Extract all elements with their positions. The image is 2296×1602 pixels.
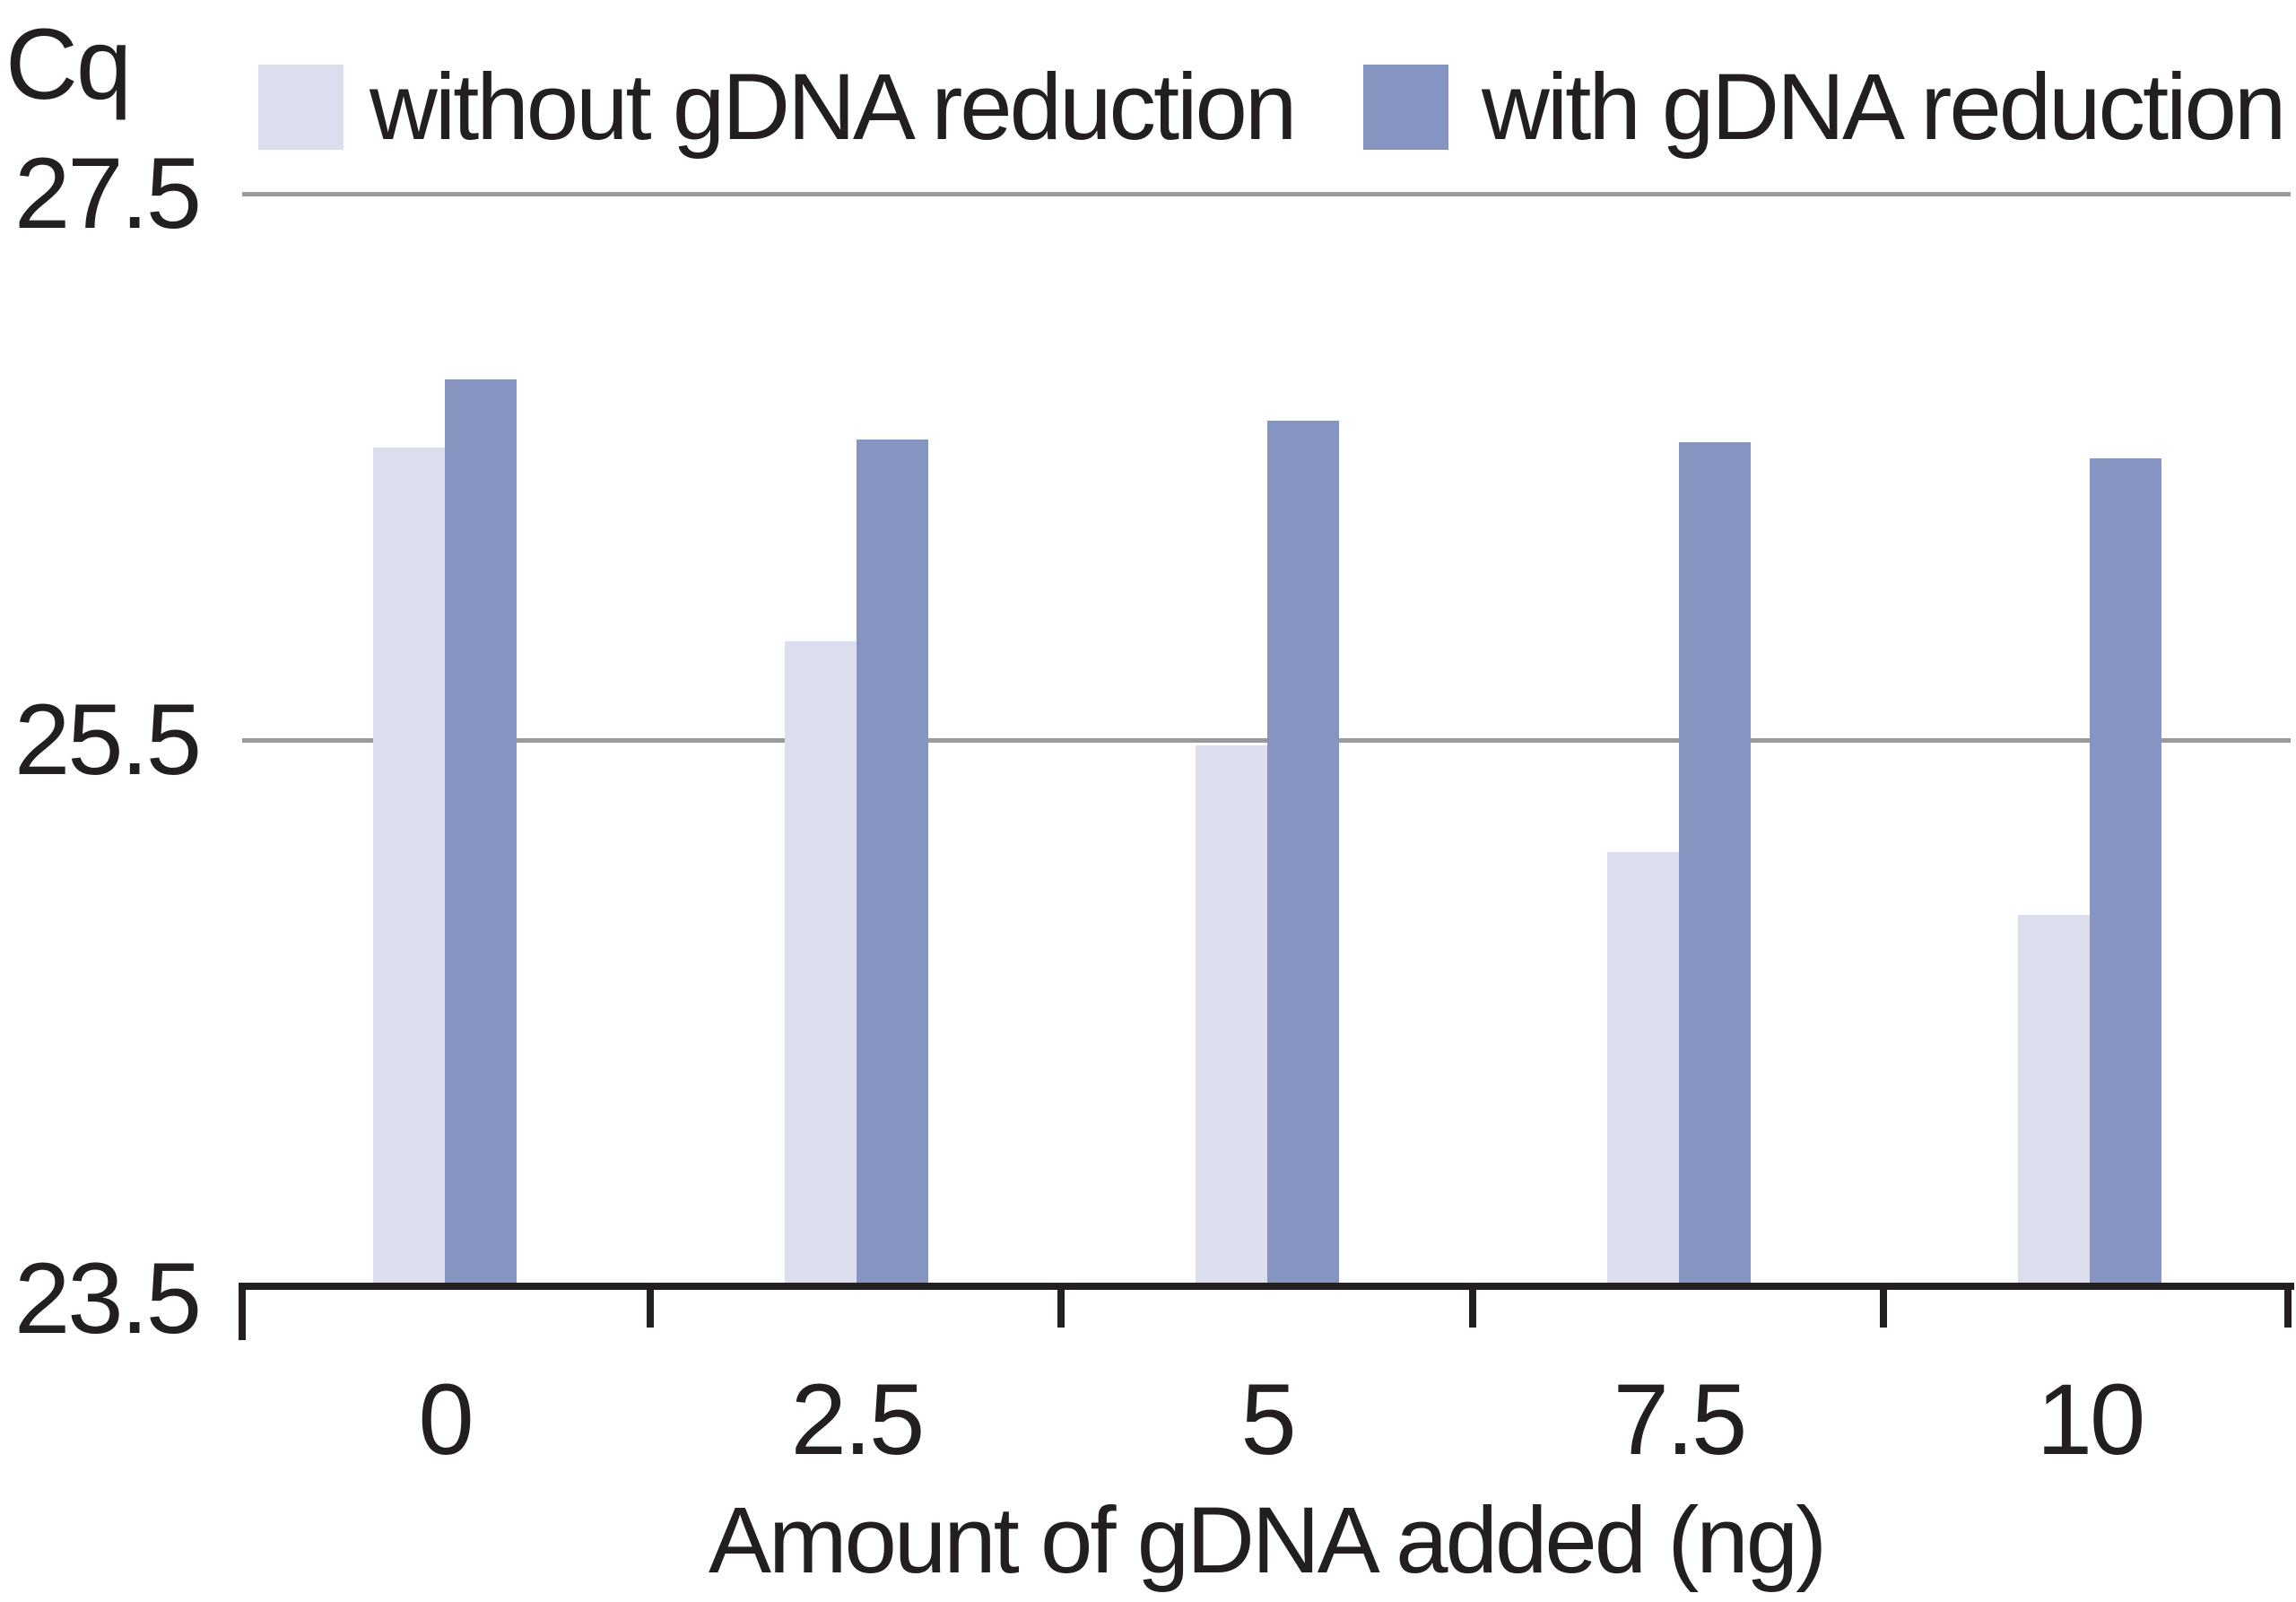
x-axis-title: Amount of gDNA added (ng) <box>708 1488 1827 1593</box>
bar-without-gdna-reduction-x0 <box>373 448 445 1286</box>
x-axis-tick-right-end <box>2284 1286 2292 1328</box>
legend-label-without-gdna-reduction: without gDNA reduction <box>370 55 1297 160</box>
gridline-27-5 <box>242 192 2291 196</box>
legend-swatch-without-gdna-reduction <box>258 65 344 150</box>
bar-with-gdna-reduction-x5 <box>1267 421 1339 1286</box>
y-axis-label: Cq <box>5 8 132 120</box>
x-axis-tick-1 <box>647 1286 654 1328</box>
y-tick-label-23-5: 23.5 <box>14 1242 202 1354</box>
bar-without-gdna-reduction-x10 <box>2018 915 2090 1286</box>
y-tick-label-25-5: 25.5 <box>14 683 202 796</box>
x-tick-label-7-5: 7.5 <box>1613 1363 1748 1476</box>
x-tick-label-5: 5 <box>1240 1363 1296 1476</box>
x-axis-tick-left-end <box>239 1286 246 1340</box>
legend-swatch-with-gdna-reduction <box>1363 65 1448 150</box>
bar-with-gdna-reduction-x7.5 <box>1678 442 1751 1286</box>
bar-without-gdna-reduction-x7.5 <box>1606 852 1679 1286</box>
bar-with-gdna-reduction-x0 <box>445 379 517 1286</box>
x-axis-tick-3 <box>1469 1286 1476 1328</box>
y-tick-label-27-5: 27.5 <box>14 137 202 249</box>
x-axis-tick-2 <box>1057 1286 1065 1328</box>
bar-with-gdna-reduction-x2.5 <box>856 440 928 1286</box>
x-tick-label-0: 0 <box>418 1363 474 1476</box>
bar-with-gdna-reduction-x10 <box>2090 458 2161 1286</box>
x-axis-tick-4 <box>1880 1286 1887 1328</box>
x-tick-label-10: 10 <box>2036 1363 2146 1476</box>
legend-label-with-gdna-reduction: with gDNA reduction <box>1482 55 2286 160</box>
x-tick-label-2-5: 2.5 <box>790 1363 926 1476</box>
bar-without-gdna-reduction-x5 <box>1196 745 1267 1286</box>
x-axis-line <box>239 1283 2294 1290</box>
bar-without-gdna-reduction-x2.5 <box>784 641 857 1286</box>
gridline-25-5 <box>242 738 2291 743</box>
